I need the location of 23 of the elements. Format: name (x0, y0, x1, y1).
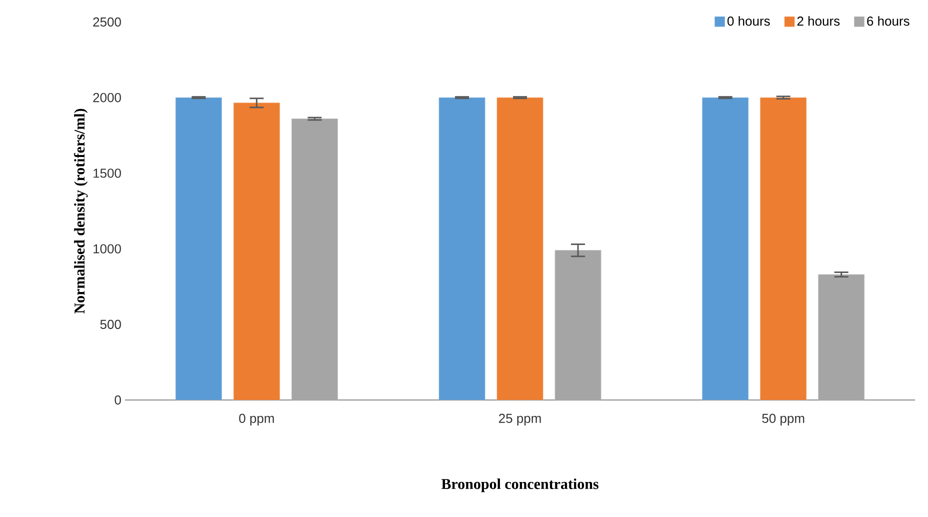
bar (818, 274, 865, 400)
y-tick-label: 0 (114, 395, 121, 405)
y-tick-label: 1500 (94, 168, 121, 178)
y-tick-label: 1000 (94, 244, 121, 254)
x-axis-title: Bronopol concentrations (441, 478, 598, 492)
legend-label: 6 hours (867, 16, 910, 26)
x-tick-label: 25 ppm (498, 414, 541, 426)
legend-label: 2 hours (797, 16, 840, 26)
bar (438, 97, 486, 400)
y-tick-label: 2000 (93, 92, 121, 102)
x-tick-label: 50 ppm (762, 414, 804, 426)
legend-label: 0 hours (727, 16, 770, 26)
bar (291, 118, 338, 400)
bar (175, 97, 222, 400)
y-tick-label: 2500 (93, 17, 121, 27)
bar (554, 250, 602, 400)
bar (760, 97, 807, 400)
y-tick-label: 500 (100, 320, 121, 329)
bar (702, 97, 749, 400)
x-tick-label: 0 ppm (239, 414, 274, 426)
bar (233, 102, 280, 400)
y-axis-title: Normalised density (rotifers/ml) (74, 108, 88, 314)
bar (496, 97, 544, 400)
